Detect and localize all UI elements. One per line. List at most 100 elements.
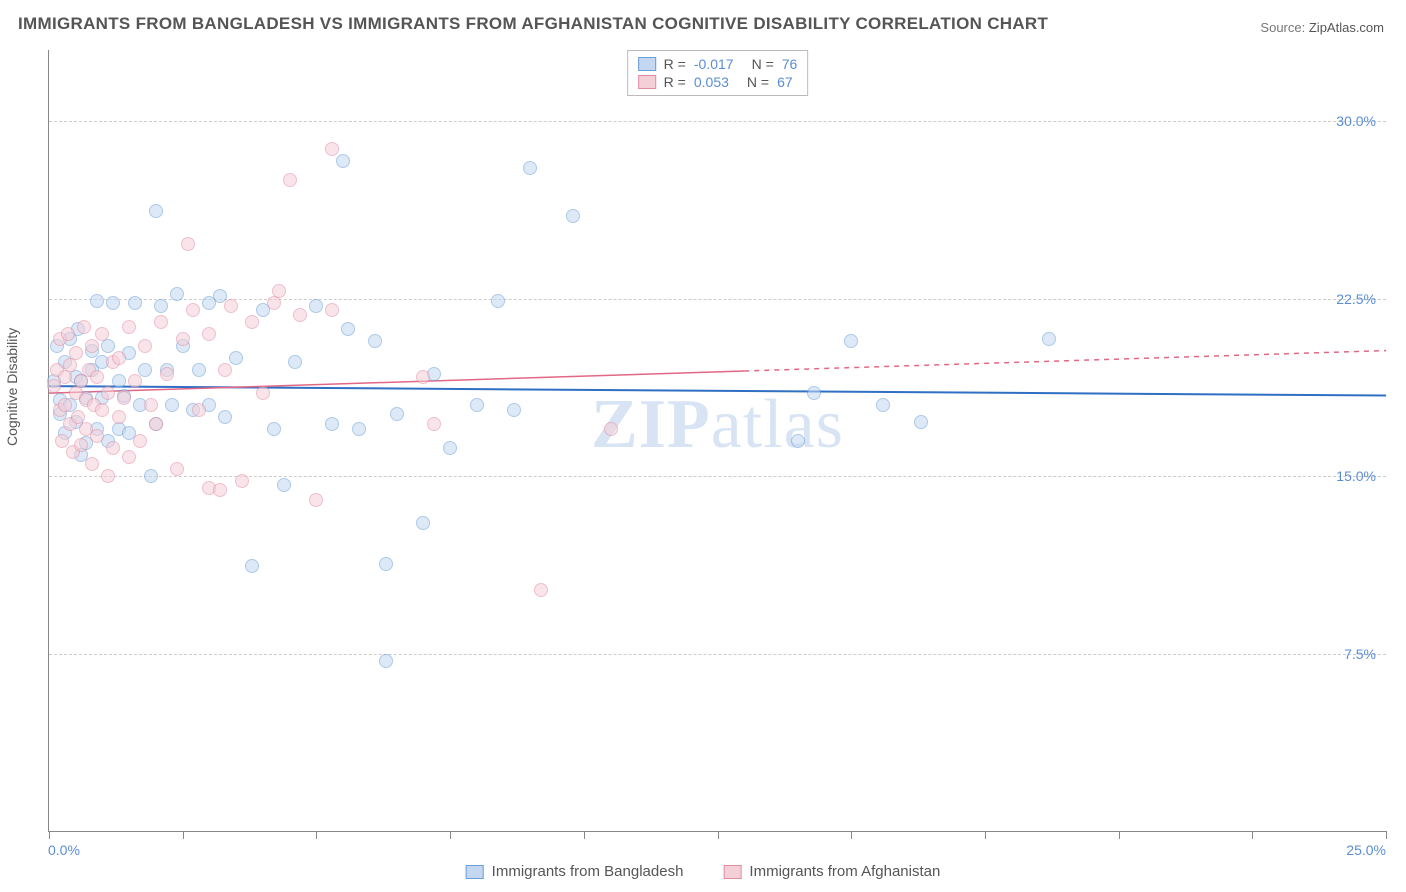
scatter-point: [1042, 332, 1056, 346]
source-label: Source:: [1260, 20, 1305, 35]
y-tick-label: 15.0%: [1336, 468, 1376, 484]
source-attribution: Source: ZipAtlas.com: [1260, 20, 1384, 35]
scatter-point: [90, 370, 104, 384]
x-tick: [1252, 831, 1253, 839]
scatter-point: [844, 334, 858, 348]
scatter-point: [128, 296, 142, 310]
gridline: [49, 476, 1386, 477]
scatter-point: [218, 363, 232, 377]
scatter-point: [267, 422, 281, 436]
scatter-point: [566, 209, 580, 223]
scatter-point: [202, 327, 216, 341]
scatter-point: [176, 332, 190, 346]
scatter-point: [181, 237, 195, 251]
scatter-point: [416, 516, 430, 530]
watermark: ZIPatlas: [591, 385, 844, 465]
scatter-point: [218, 410, 232, 424]
gridline: [49, 121, 1386, 122]
scatter-point: [74, 438, 88, 452]
legend-n-label: N =: [747, 74, 769, 90]
legend-swatch-a: [466, 865, 484, 879]
scatter-point: [235, 474, 249, 488]
x-tick: [450, 831, 451, 839]
scatter-point: [149, 417, 163, 431]
y-tick-label: 30.0%: [1336, 113, 1376, 129]
x-tick: [183, 831, 184, 839]
scatter-point: [112, 351, 126, 365]
scatter-point: [277, 478, 291, 492]
scatter-point: [122, 450, 136, 464]
scatter-point: [427, 417, 441, 431]
scatter-point: [192, 403, 206, 417]
scatter-point: [149, 204, 163, 218]
y-tick-label: 22.5%: [1336, 291, 1376, 307]
watermark-rest: atlas: [711, 386, 844, 463]
gridline: [49, 654, 1386, 655]
legend-label-b: Immigrants from Afghanistan: [749, 863, 940, 880]
x-tick: [851, 831, 852, 839]
source-value: ZipAtlas.com: [1309, 20, 1384, 35]
x-tick: [718, 831, 719, 839]
scatter-point: [914, 415, 928, 429]
legend-r-label: R =: [664, 74, 686, 90]
gridline: [49, 299, 1386, 300]
legend-correlation-box: R = -0.017 N = 76 R = 0.053 N = 67: [627, 50, 809, 96]
legend-swatch-a: [638, 57, 656, 71]
legend-row-series-b: R = 0.053 N = 67: [638, 73, 798, 91]
scatter-point: [336, 154, 350, 168]
scatter-point: [58, 398, 72, 412]
scatter-point: [117, 391, 131, 405]
x-tick: [1386, 831, 1387, 839]
scatter-point: [390, 407, 404, 421]
scatter-point: [133, 434, 147, 448]
scatter-point: [325, 142, 339, 156]
scatter-point: [245, 559, 259, 573]
scatter-point: [256, 386, 270, 400]
legend-bottom-item-a: Immigrants from Bangladesh: [466, 863, 684, 880]
scatter-point: [507, 403, 521, 417]
scatter-point: [90, 429, 104, 443]
scatter-point: [470, 398, 484, 412]
scatter-point: [791, 434, 805, 448]
scatter-point: [283, 173, 297, 187]
scatter-point: [192, 363, 206, 377]
scatter-point: [106, 441, 120, 455]
x-tick: [985, 831, 986, 839]
scatter-point: [69, 346, 83, 360]
scatter-point: [61, 327, 75, 341]
scatter-point: [309, 299, 323, 313]
scatter-point: [77, 320, 91, 334]
legend-r-value-a: -0.017: [694, 56, 734, 72]
legend-bottom-item-b: Immigrants from Afghanistan: [723, 863, 940, 880]
legend-swatch-b: [723, 865, 741, 879]
scatter-point: [523, 161, 537, 175]
scatter-point: [325, 417, 339, 431]
scatter-point: [245, 315, 259, 329]
scatter-point: [101, 469, 115, 483]
scatter-point: [170, 462, 184, 476]
scatter-point: [293, 308, 307, 322]
scatter-point: [90, 294, 104, 308]
scatter-point: [106, 296, 120, 310]
scatter-point: [272, 284, 286, 298]
scatter-point: [416, 370, 430, 384]
scatter-point: [160, 367, 174, 381]
scatter-point: [368, 334, 382, 348]
scatter-point: [138, 363, 152, 377]
legend-n-label: N =: [752, 56, 774, 72]
legend-n-value-b: 67: [777, 74, 793, 90]
scatter-point: [138, 339, 152, 353]
scatter-point: [144, 469, 158, 483]
scatter-point: [95, 327, 109, 341]
scatter-point: [443, 441, 457, 455]
scatter-point: [85, 457, 99, 471]
x-axis-max-label: 25.0%: [1346, 842, 1386, 858]
scatter-point: [186, 303, 200, 317]
scatter-point: [213, 483, 227, 497]
scatter-point: [165, 398, 179, 412]
legend-bottom: Immigrants from Bangladesh Immigrants fr…: [466, 863, 941, 880]
scatter-point: [352, 422, 366, 436]
scatter-point: [128, 374, 142, 388]
x-axis-min-label: 0.0%: [48, 842, 80, 858]
y-tick-label: 7.5%: [1344, 646, 1376, 662]
